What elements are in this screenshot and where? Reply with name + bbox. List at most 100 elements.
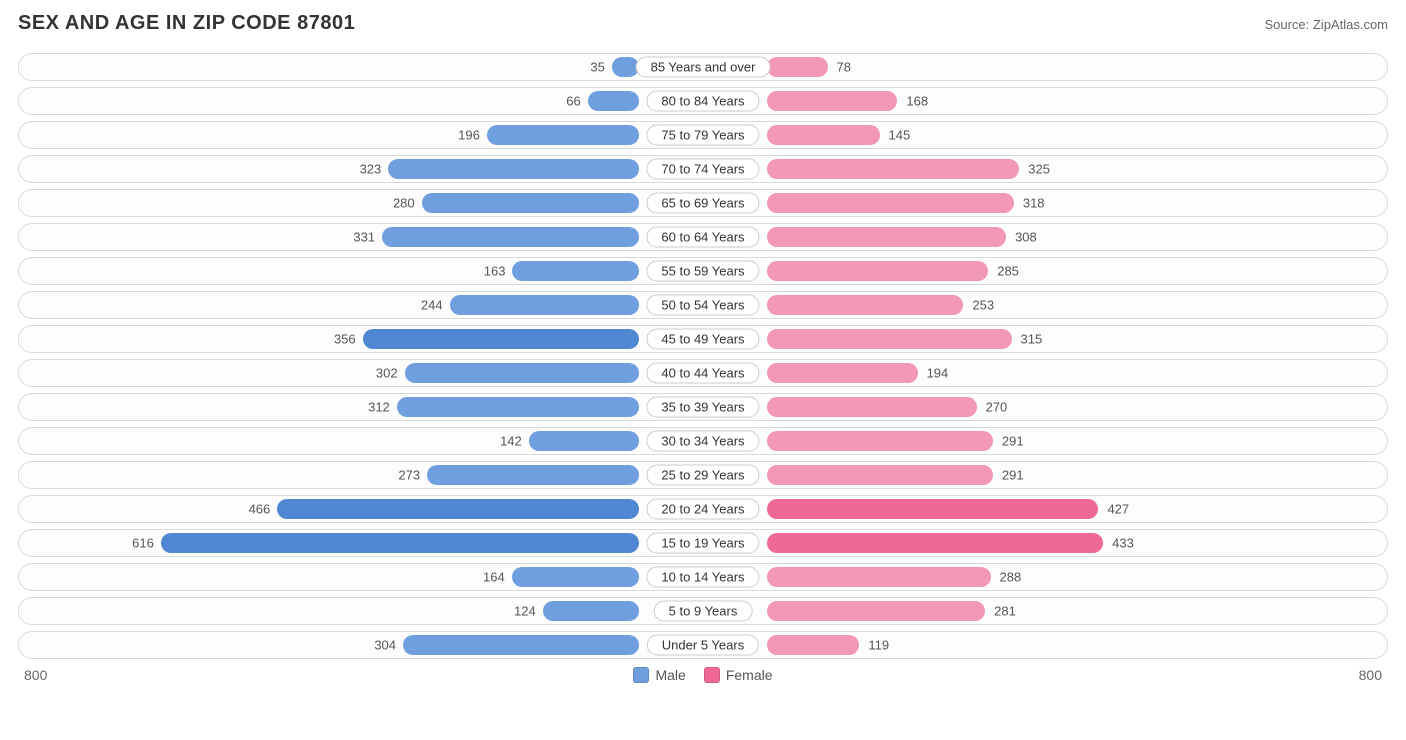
male-value: 66 xyxy=(566,94,580,109)
male-swatch xyxy=(633,667,649,683)
pyramid-row: 65 to 69 Years280318 xyxy=(18,189,1388,217)
male-bar xyxy=(512,567,639,587)
age-group-label: 15 to 19 Years xyxy=(646,533,759,554)
chart-source: Source: ZipAtlas.com xyxy=(1264,17,1388,32)
male-bar xyxy=(529,431,639,451)
male-value: 35 xyxy=(590,60,604,75)
female-bar xyxy=(767,227,1006,247)
female-value: 308 xyxy=(1015,230,1037,245)
female-bar xyxy=(767,601,985,621)
pyramid-row: 60 to 64 Years331308 xyxy=(18,223,1388,251)
female-value: 285 xyxy=(997,264,1019,279)
age-group-label: 55 to 59 Years xyxy=(646,261,759,282)
female-bar xyxy=(767,397,977,417)
pyramid-row: 40 to 44 Years302194 xyxy=(18,359,1388,387)
female-value: 78 xyxy=(837,60,851,75)
male-bar xyxy=(512,261,639,281)
male-bar xyxy=(450,295,639,315)
male-bar xyxy=(405,363,639,383)
male-value: 616 xyxy=(132,536,154,551)
male-bar xyxy=(588,91,639,111)
age-group-label: 10 to 14 Years xyxy=(646,567,759,588)
male-bar xyxy=(363,329,639,349)
male-bar xyxy=(382,227,639,247)
female-bar xyxy=(767,159,1019,179)
male-value: 273 xyxy=(398,468,420,483)
male-bar xyxy=(427,465,639,485)
female-bar xyxy=(767,465,993,485)
axis-label-left: 800 xyxy=(24,667,47,683)
age-group-label: 75 to 79 Years xyxy=(646,125,759,146)
female-value: 433 xyxy=(1112,536,1134,551)
pyramid-row: 5 to 9 Years124281 xyxy=(18,597,1388,625)
population-pyramid-chart: 85 Years and over357880 to 84 Years66168… xyxy=(18,53,1388,659)
pyramid-row: 55 to 59 Years 163 285 xyxy=(18,257,1388,285)
female-value: 427 xyxy=(1107,502,1129,517)
female-bar xyxy=(767,533,1103,553)
chart-header: SEX AND AGE IN ZIP CODE 87801 Source: Zi… xyxy=(18,12,1388,35)
legend-item-female: Female xyxy=(704,667,773,683)
male-value: 302 xyxy=(376,366,398,381)
female-bar xyxy=(767,261,988,281)
male-value: 356 xyxy=(334,332,356,347)
female-bar xyxy=(767,635,859,655)
female-bar xyxy=(767,567,991,587)
female-bar xyxy=(767,295,963,315)
pyramid-row: 30 to 34 Years 142 291 xyxy=(18,427,1388,455)
female-value: 315 xyxy=(1021,332,1043,347)
female-value: 291 xyxy=(1002,468,1024,483)
male-bar xyxy=(397,397,639,417)
age-group-label: 45 to 49 Years xyxy=(646,329,759,350)
male-value: 164 xyxy=(483,570,505,585)
legend-male-label: Male xyxy=(655,667,685,683)
age-group-label: 20 to 24 Years xyxy=(646,499,759,520)
legend-female-label: Female xyxy=(726,667,773,683)
age-group-label: 60 to 64 Years xyxy=(646,227,759,248)
pyramid-row: 70 to 74 Years323325 xyxy=(18,155,1388,183)
male-value: 142 xyxy=(500,434,522,449)
female-bar xyxy=(767,57,828,77)
male-value: 124 xyxy=(514,604,536,619)
male-bar xyxy=(277,499,639,519)
female-value: 168 xyxy=(906,94,928,109)
female-value: 253 xyxy=(972,298,994,313)
age-group-label: 30 to 34 Years xyxy=(646,431,759,452)
age-group-label: 70 to 74 Years xyxy=(646,159,759,180)
male-value: 244 xyxy=(421,298,443,313)
female-bar xyxy=(767,499,1098,519)
age-group-label: 5 to 9 Years xyxy=(654,601,753,622)
age-group-label: 65 to 69 Years xyxy=(646,193,759,214)
chart-legend: Male Female xyxy=(633,667,772,683)
pyramid-row: 85 Years and over 35 78 xyxy=(18,53,1388,81)
male-bar xyxy=(487,125,639,145)
male-value: 312 xyxy=(368,400,390,415)
age-group-label: Under 5 Years xyxy=(647,635,759,656)
female-bar xyxy=(767,193,1014,213)
pyramid-row: 25 to 29 Years 273 291 xyxy=(18,461,1388,489)
male-value: 163 xyxy=(484,264,506,279)
age-group-label: 25 to 29 Years xyxy=(646,465,759,486)
age-group-label: 40 to 44 Years xyxy=(646,363,759,384)
female-bar xyxy=(767,431,993,451)
pyramid-row: 80 to 84 Years66168 xyxy=(18,87,1388,115)
male-bar xyxy=(388,159,639,179)
male-value: 304 xyxy=(374,638,396,653)
pyramid-row: 10 to 14 Years 164 288 xyxy=(18,563,1388,591)
male-value: 196 xyxy=(458,128,480,143)
female-bar xyxy=(767,329,1012,349)
age-group-label: 85 Years and over xyxy=(636,57,771,78)
pyramid-row: 50 to 54 Years 244 253 xyxy=(18,291,1388,319)
female-value: 288 xyxy=(1000,570,1022,585)
male-bar xyxy=(161,533,639,553)
chart-title: SEX AND AGE IN ZIP CODE 87801 xyxy=(18,12,355,35)
age-group-label: 35 to 39 Years xyxy=(646,397,759,418)
pyramid-row: 35 to 39 Years 312 270 xyxy=(18,393,1388,421)
pyramid-row: 20 to 24 Years 466 427 xyxy=(18,495,1388,523)
female-swatch xyxy=(704,667,720,683)
female-value: 119 xyxy=(868,638,889,653)
female-value: 291 xyxy=(1002,434,1024,449)
pyramid-row: Under 5 Years 304 119 xyxy=(18,631,1388,659)
age-group-label: 50 to 54 Years xyxy=(646,295,759,316)
male-value: 466 xyxy=(249,502,271,517)
female-value: 270 xyxy=(986,400,1008,415)
